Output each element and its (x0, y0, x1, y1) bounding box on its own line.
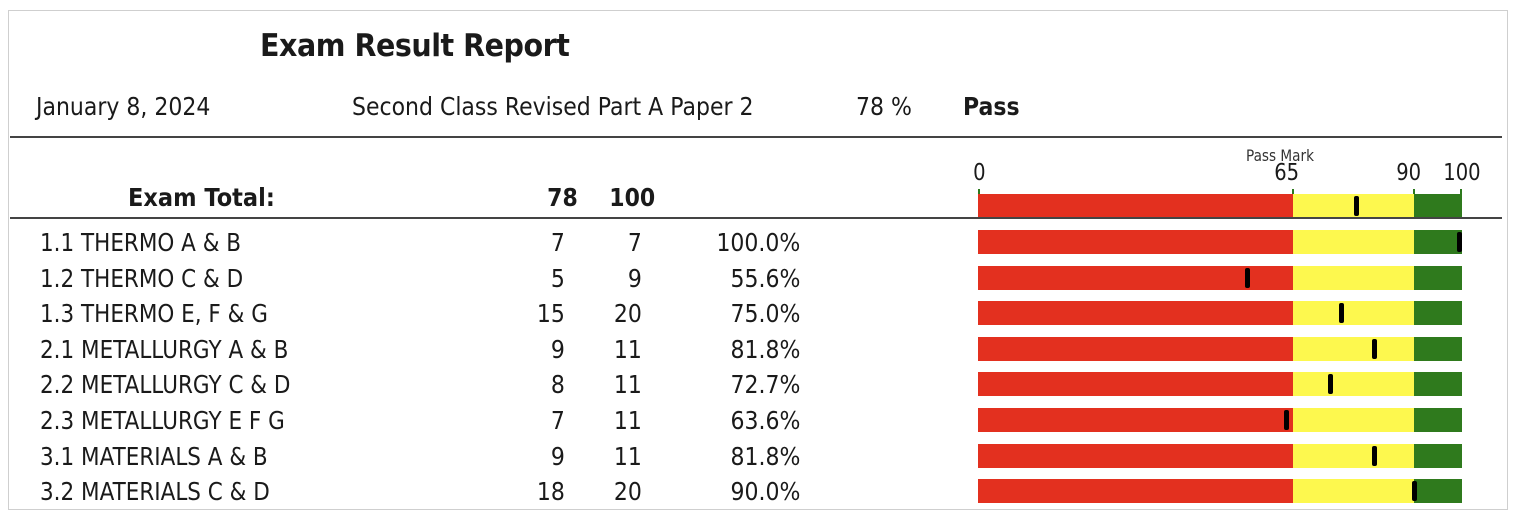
tick-90 (1413, 189, 1415, 197)
row-max: 11 (614, 406, 642, 435)
excellent-band (1413, 372, 1462, 397)
fail-band (978, 479, 1293, 504)
row-bar (978, 443, 1462, 468)
excellent-band (1413, 443, 1462, 468)
excellent-band (1413, 408, 1462, 432)
excellent-band (1413, 479, 1462, 504)
pass-band (1292, 372, 1414, 397)
exam-total-max: 100 (609, 183, 655, 212)
score-marker (1283, 410, 1289, 430)
pass-mark-label: Pass Mark (1246, 146, 1314, 165)
report-title: Exam Result Report (260, 28, 570, 64)
row-max: 11 (614, 441, 642, 471)
row-label: 3.1 MATERIALS A & B (40, 441, 268, 471)
pass-band (1292, 479, 1414, 504)
fail-band (978, 230, 1293, 254)
score-marker (1327, 374, 1333, 395)
row-max: 20 (614, 299, 642, 329)
row-max: 7 (628, 228, 642, 257)
row-pct: 75.0% (730, 299, 800, 329)
excellent-band (1413, 194, 1462, 218)
row-pct: 81.8% (730, 334, 800, 364)
pass-band (1292, 230, 1414, 254)
row-max: 9 (628, 263, 642, 293)
tick-65 (1292, 189, 1294, 197)
row-score: 7 (551, 406, 565, 435)
fail-band (978, 194, 1293, 218)
row-label: 2.3 METALLURGY E F G (40, 406, 285, 435)
row-label: 2.1 METALLURGY A & B (40, 334, 289, 364)
row-pct: 72.7% (730, 370, 800, 400)
row-label: 2.2 METALLURGY C & D (40, 370, 291, 400)
excellent-band (1413, 230, 1462, 254)
exam-score-pct: 78 % (856, 92, 912, 121)
row-pct: 81.8% (730, 441, 800, 471)
row-max: 11 (614, 370, 642, 400)
row-score: 8 (551, 370, 565, 400)
tick-label-65: 65 (1274, 160, 1300, 186)
row-bar (978, 408, 1462, 432)
row-bar (978, 301, 1462, 326)
fail-band (978, 301, 1293, 326)
pass-band (1292, 194, 1414, 218)
score-marker (1245, 267, 1251, 288)
row-score: 15 (537, 299, 565, 329)
tick-0 (978, 189, 980, 197)
pass-band (1292, 408, 1414, 432)
tick-100 (1460, 189, 1462, 197)
score-marker (1353, 196, 1359, 216)
pass-band (1292, 443, 1414, 468)
excellent-band (1413, 336, 1462, 361)
row-pct: 55.6% (730, 263, 800, 293)
row-pct: 100.0% (716, 228, 800, 257)
fail-band (978, 265, 1293, 290)
excellent-band (1413, 301, 1462, 326)
tick-label-100: 100 (1443, 160, 1481, 186)
fail-band (978, 443, 1293, 468)
score-marker (1371, 445, 1377, 466)
row-pct: 63.6% (730, 406, 800, 435)
report-date: January 8, 2024 (36, 92, 211, 121)
tick-label-90: 90 (1396, 160, 1422, 186)
row-bar (978, 372, 1462, 397)
excellent-band (1413, 265, 1462, 290)
score-marker (1371, 338, 1377, 359)
row-label: 1.1 THERMO A & B (40, 228, 242, 257)
row-label: 1.2 THERMO C & D (40, 263, 244, 293)
header-divider (10, 136, 1502, 138)
row-max: 20 (614, 477, 642, 507)
exam-result: Pass (963, 92, 1020, 121)
fail-band (978, 336, 1293, 361)
row-pct: 90.0% (730, 477, 800, 507)
row-score: 5 (551, 263, 565, 293)
score-marker (1411, 481, 1417, 502)
row-score: 7 (551, 228, 565, 257)
exam-total-bar (978, 194, 1462, 218)
score-marker (1457, 232, 1462, 252)
row-bar (978, 265, 1462, 290)
exam-total-label: Exam Total: (128, 183, 275, 212)
tick-label-0: 0 (973, 160, 986, 186)
row-bar (978, 230, 1462, 254)
pass-band (1292, 301, 1414, 326)
row-score: 9 (551, 334, 565, 364)
total-divider (10, 217, 1502, 219)
row-label: 3.2 MATERIALS C & D (40, 477, 270, 507)
row-score: 18 (537, 477, 565, 507)
score-marker (1339, 303, 1344, 324)
row-score: 9 (551, 441, 565, 471)
fail-band (978, 372, 1293, 397)
report-frame (8, 10, 1508, 510)
fail-band (978, 408, 1293, 432)
exam-name: Second Class Revised Part A Paper 2 (352, 92, 754, 121)
row-label: 1.3 THERMO E, F & G (40, 299, 268, 329)
pass-band (1292, 336, 1414, 361)
row-bar (978, 479, 1462, 504)
row-bar (978, 336, 1462, 361)
exam-total-score: 78 (547, 183, 578, 212)
pass-band (1292, 265, 1414, 290)
row-max: 11 (614, 334, 642, 364)
